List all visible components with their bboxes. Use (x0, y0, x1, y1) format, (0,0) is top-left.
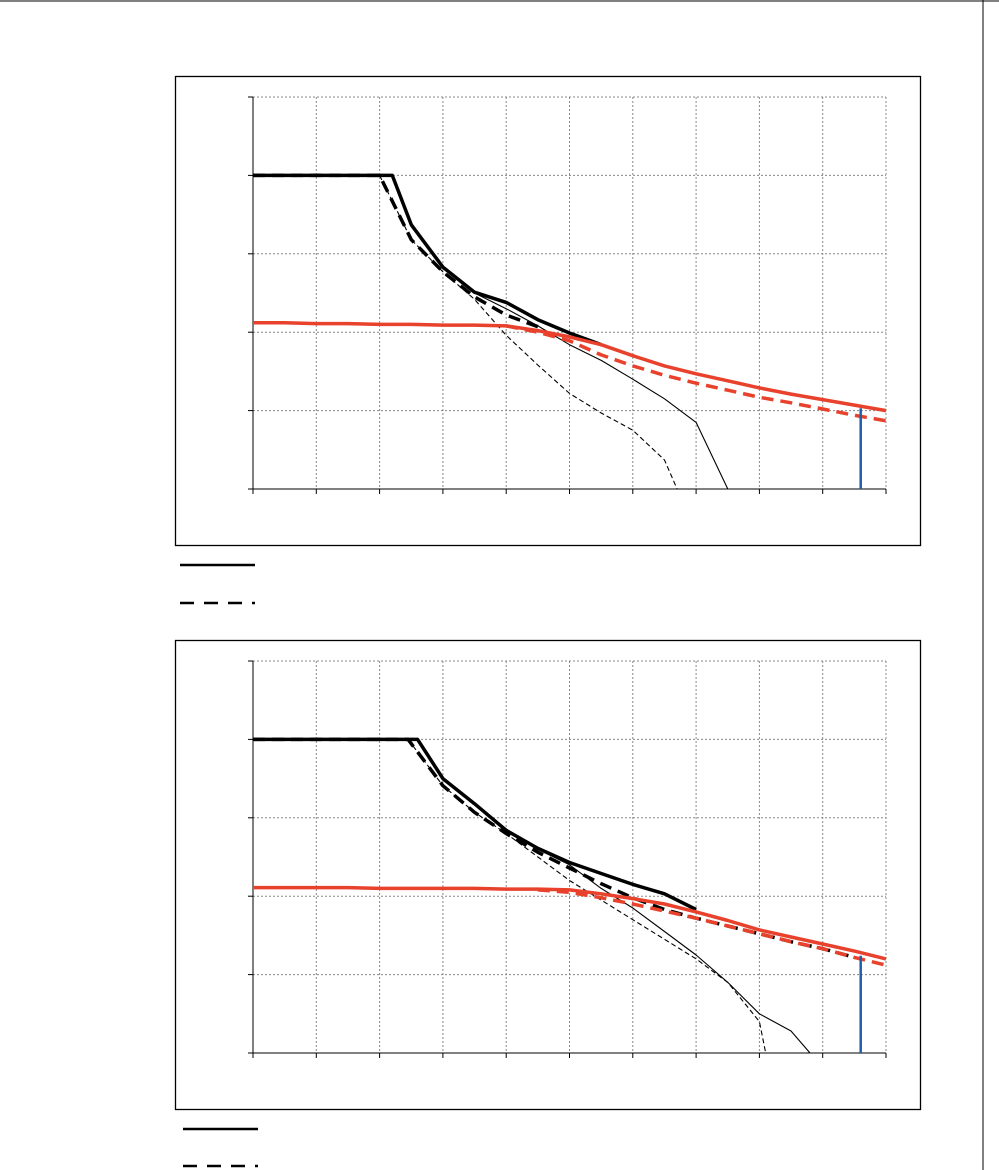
data-line (253, 173, 602, 347)
data-line (505, 324, 887, 423)
data-line (253, 885, 887, 961)
data-line (391, 175, 886, 490)
data-line (417, 739, 886, 1054)
data-line (253, 737, 697, 912)
data-line (253, 737, 855, 960)
data-line (407, 739, 886, 1054)
chart-frame (174, 639, 922, 1111)
chart-frame (174, 75, 922, 547)
data-line (537, 888, 887, 967)
data-line (253, 321, 887, 413)
data-line (253, 173, 539, 329)
